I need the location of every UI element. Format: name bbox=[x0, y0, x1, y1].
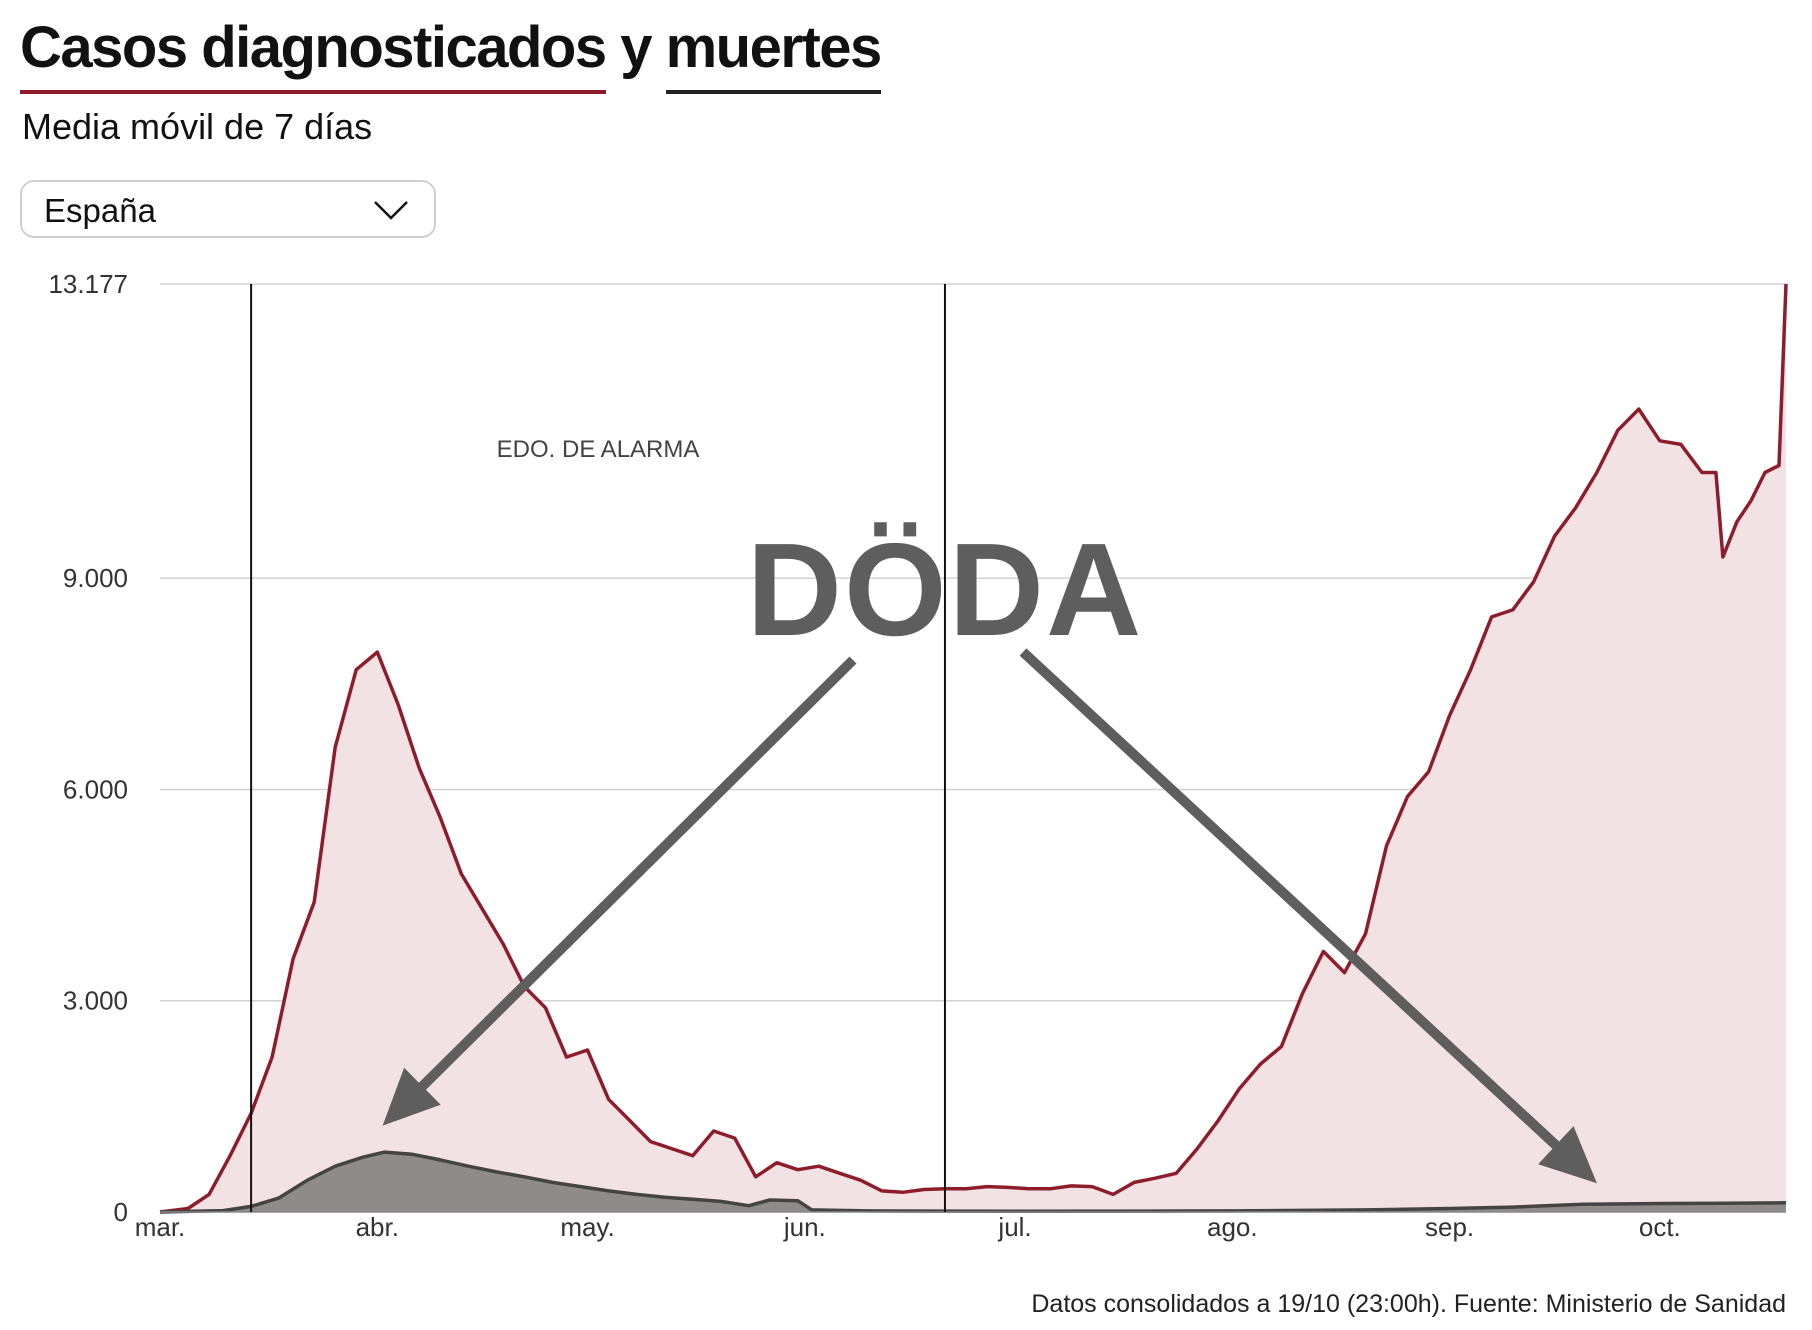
y-tick-label: 13.177 bbox=[48, 269, 128, 299]
title-conjunction: y bbox=[605, 15, 666, 80]
x-tick-label: abr. bbox=[356, 1212, 399, 1242]
region-select-value: España bbox=[44, 192, 156, 229]
x-tick-label: ago. bbox=[1207, 1212, 1258, 1242]
arrow-to-september-deaths-head bbox=[1538, 1126, 1597, 1184]
arrow-to-september-deaths-shaft bbox=[1019, 648, 1585, 1172]
y-tick-label: 6.000 bbox=[63, 774, 128, 804]
page-title: Casos diagnosticados y muertes bbox=[20, 10, 882, 94]
deaths-area bbox=[160, 1152, 1786, 1212]
doda-stamp-label: DÖDA bbox=[747, 516, 1144, 663]
x-tick-label: sep. bbox=[1425, 1212, 1474, 1242]
x-tick-label: mar. bbox=[135, 1212, 186, 1242]
title-cases: Casos diagnosticados bbox=[20, 10, 607, 94]
deaths-line bbox=[159, 1150, 1787, 1214]
alarm-period-label: EDO. DE ALARMA bbox=[497, 436, 700, 463]
x-tick-label: jun. bbox=[783, 1212, 826, 1242]
cases-line bbox=[159, 283, 1788, 1214]
arrow-to-april-deaths-head bbox=[382, 1067, 441, 1126]
title-deaths: muertes bbox=[665, 10, 882, 94]
y-tick-label: 9.000 bbox=[63, 563, 128, 593]
region-select[interactable]: España bbox=[20, 180, 436, 238]
cases-deaths-chart: 0 3.000 6.000 9.000 13.177 EDO. DE ALARMA mar.… bbox=[48, 269, 1788, 1242]
y-tick-label: 3.000 bbox=[63, 986, 128, 1016]
x-tick-label: jul. bbox=[997, 1212, 1031, 1242]
y-tick-label: 0 bbox=[114, 1197, 128, 1227]
source-note: Datos consolidados a 19/10 (23:00h). Fue… bbox=[1031, 1290, 1786, 1318]
x-tick-label: oct. bbox=[1639, 1212, 1681, 1242]
chevron-down-icon bbox=[374, 201, 408, 220]
arrow-to-april-deaths-shaft bbox=[394, 656, 857, 1114]
x-tick-label: may. bbox=[560, 1212, 614, 1242]
page-subtitle: Media móvil de 7 días bbox=[22, 106, 373, 147]
